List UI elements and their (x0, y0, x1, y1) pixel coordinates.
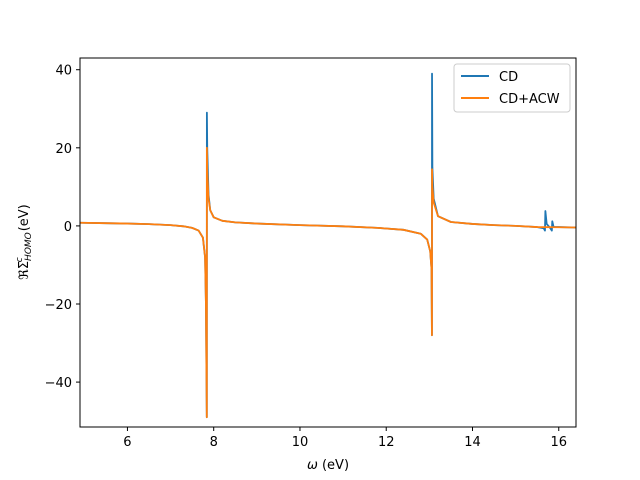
x-tick-label: 14 (464, 435, 481, 450)
legend-label-cd-acw: CD+ACW (499, 92, 560, 107)
x-axis-label: ω (eV) (307, 458, 349, 473)
x-tick-label: 12 (378, 435, 395, 450)
y-axis-label: ℜΣHOMOc (eV) (15, 204, 34, 280)
y-axis-label-prefix: ℜΣ (17, 261, 32, 280)
y-axis: −40 −20 0 20 40 (45, 64, 80, 391)
y-tick-label: −20 (45, 298, 72, 313)
y-tick-label: 20 (55, 142, 72, 157)
series-layer (80, 72, 576, 419)
y-axis-label-sub: HOMO (24, 232, 34, 261)
legend: CD CD+ACW (453, 63, 571, 113)
plot-area (80, 58, 576, 427)
legend-label-cd: CD (499, 70, 518, 85)
y-tick-label: −40 (45, 376, 72, 391)
x-tick-label: 8 (210, 435, 218, 450)
x-tick-label: 6 (123, 435, 131, 450)
x-axis-label-symbol: ω (307, 458, 318, 473)
y-axis-label-sup: c (15, 257, 25, 262)
plot-frame (79, 57, 577, 428)
y-tick-label: 40 (55, 64, 72, 79)
y-axis-label-unit: (eV) (17, 204, 32, 231)
x-axis: 6 8 10 12 14 16 (123, 427, 567, 450)
x-tick-label: 10 (292, 435, 309, 450)
x-tick-label: 16 (550, 435, 567, 450)
series-line-cd-acw (80, 146, 576, 419)
y-tick-label: 0 (64, 220, 72, 235)
x-axis-label-unit: (eV) (322, 458, 349, 473)
